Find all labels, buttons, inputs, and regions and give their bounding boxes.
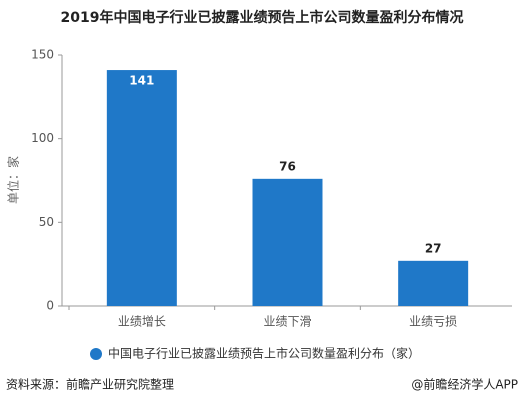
y-axis-label: 单位：家 <box>6 156 21 204</box>
y-tick-label: 50 <box>39 215 54 229</box>
bar <box>106 70 177 306</box>
legend-label: 中国电子行业已披露业绩预告上市公司数量盈利分布（家） <box>108 346 420 361</box>
legend-marker <box>90 348 102 360</box>
source: 资料来源：前瞻产业研究院整理 <box>6 377 174 392</box>
data-label: 27 <box>425 241 442 255</box>
data-label: 76 <box>279 159 296 173</box>
credit: @前瞻经济学人APP <box>411 377 518 392</box>
y-tick-label: 100 <box>31 131 54 145</box>
x-tick-label: 业绩下滑 <box>263 315 311 329</box>
chart-title: 2019年中国电子行业已披露业绩预告上市公司数量盈利分布情况 <box>61 9 464 26</box>
y-tick-label: 0 <box>46 299 54 313</box>
x-tick-label: 业绩增长 <box>118 315 166 329</box>
data-label: 141 <box>129 74 154 88</box>
x-tick-label: 业绩亏损 <box>409 315 457 329</box>
bar <box>252 178 323 306</box>
y-tick-label: 150 <box>31 48 54 62</box>
bar <box>398 260 469 306</box>
